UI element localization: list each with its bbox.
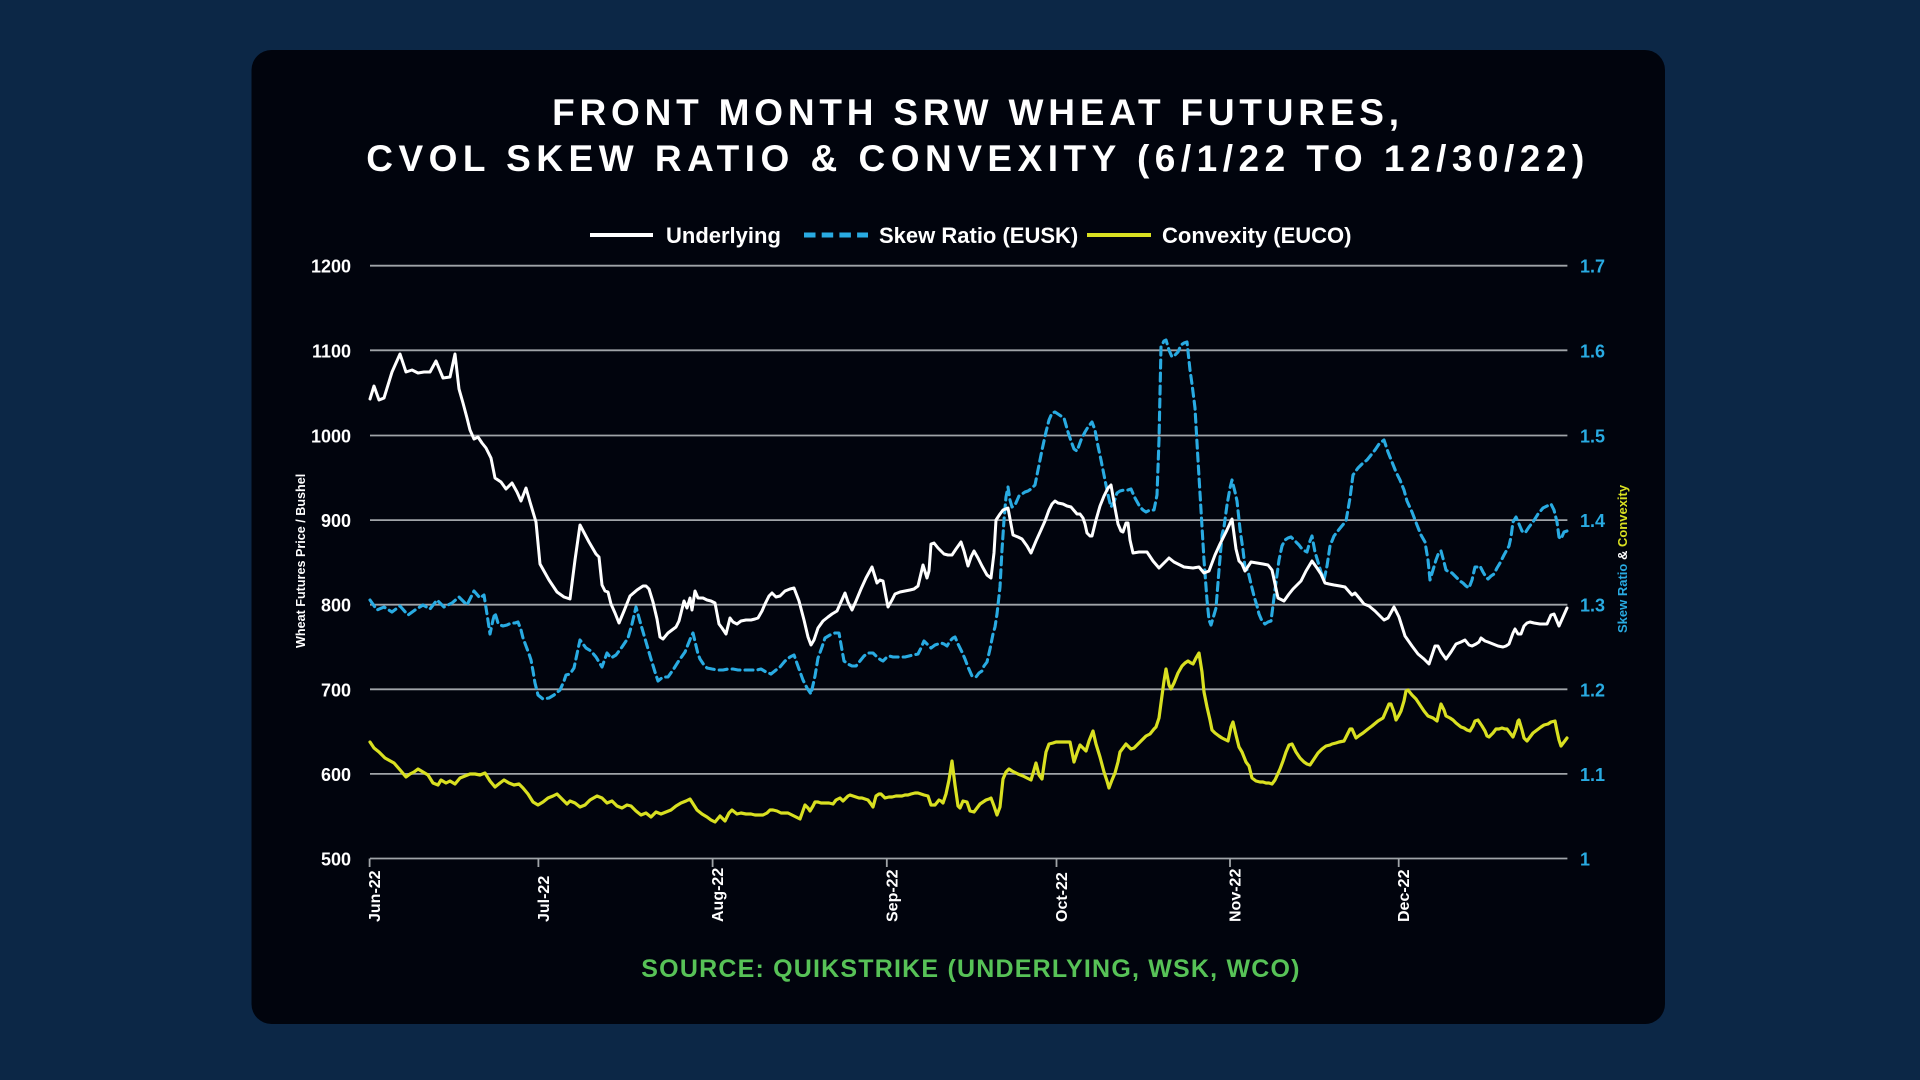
svg-text:1.5: 1.5 xyxy=(1580,427,1605,447)
svg-text:FRONT MONTH SRW WHEAT FUTURES,: FRONT MONTH SRW WHEAT FUTURES, xyxy=(552,92,1404,133)
svg-text:1.6: 1.6 xyxy=(1580,341,1605,361)
svg-text:1.3: 1.3 xyxy=(1580,596,1605,616)
svg-text:SOURCE: QUIKSTRIKE (UNDERLYING: SOURCE: QUIKSTRIKE (UNDERLYING, WSK, WCO… xyxy=(641,955,1300,983)
svg-text:1000: 1000 xyxy=(311,427,351,447)
svg-text:700: 700 xyxy=(321,680,351,700)
svg-text:Aug-22: Aug-22 xyxy=(710,868,727,922)
svg-text:1.2: 1.2 xyxy=(1580,680,1605,700)
svg-text:1200: 1200 xyxy=(311,257,351,277)
svg-text:600: 600 xyxy=(321,765,351,785)
svg-text:Sep-22: Sep-22 xyxy=(884,869,901,922)
svg-text:900: 900 xyxy=(321,511,351,531)
svg-text:1: 1 xyxy=(1580,850,1590,870)
svg-text:500: 500 xyxy=(321,850,351,870)
svg-text:1100: 1100 xyxy=(312,341,351,361)
svg-text:800: 800 xyxy=(321,596,351,616)
svg-text:1.1: 1.1 xyxy=(1580,765,1605,785)
svg-text:Underlying: Underlying xyxy=(666,223,781,248)
svg-text:1.7: 1.7 xyxy=(1580,257,1605,277)
svg-text:Skew Ratio (EUSK): Skew Ratio (EUSK) xyxy=(879,223,1078,248)
svg-text:Wheat Futures Price / Bushel: Wheat Futures Price / Bushel xyxy=(294,474,308,648)
svg-text:Jul-22: Jul-22 xyxy=(536,876,553,922)
svg-text:Jun-22: Jun-22 xyxy=(367,870,384,922)
svg-text:Skew Ratio & Convexity: Skew Ratio & Convexity xyxy=(1615,484,1630,633)
svg-text:CVOL SKEW RATIO & CONVEXITY (6: CVOL SKEW RATIO & CONVEXITY (6/1/22 TO 1… xyxy=(366,138,1590,179)
svg-text:Convexity (EUCO): Convexity (EUCO) xyxy=(1162,223,1351,248)
svg-text:Oct-22: Oct-22 xyxy=(1054,872,1071,922)
svg-text:1.4: 1.4 xyxy=(1580,511,1605,531)
svg-text:Nov-22: Nov-22 xyxy=(1228,869,1245,922)
svg-text:Dec-22: Dec-22 xyxy=(1396,869,1413,922)
